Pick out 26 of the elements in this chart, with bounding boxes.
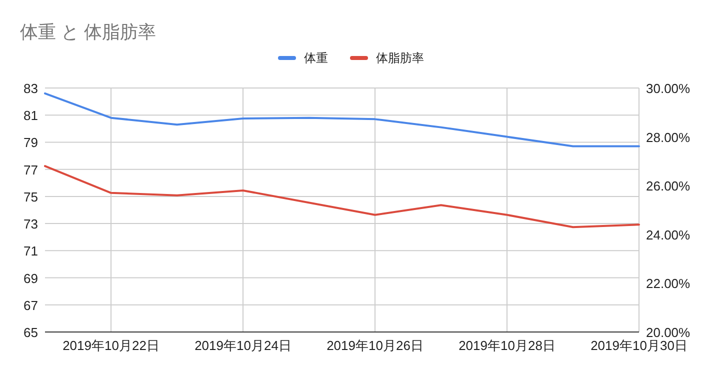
x-tick-label: 2019年10月26日 — [326, 338, 424, 353]
y-tick-label: 75 — [24, 189, 38, 204]
x-tick-label: 2019年10月28日 — [458, 338, 556, 353]
legend-label: 体脂肪率 — [376, 51, 424, 65]
y-tick-label: 81 — [24, 108, 38, 124]
legend-label: 体重 — [304, 51, 328, 65]
chart-title: 体重 と 体脂肪率 — [20, 22, 156, 42]
line-series — [44, 165, 640, 228]
y-tick-label: 71 — [24, 244, 38, 259]
y2-tick-label: 30.00% — [646, 81, 691, 96]
y-tick-label: 79 — [24, 135, 38, 150]
x-tick-label: 2019年10月22日 — [62, 338, 160, 353]
x-tick-label: 2019年10月24日 — [194, 338, 292, 353]
x-tick-label: 2019年10月30日 — [590, 338, 688, 353]
y-tick-label: 73 — [24, 216, 38, 232]
y-tick-label: 69 — [24, 270, 38, 286]
y2-tick-label: 22.00% — [646, 276, 691, 292]
y-tick-label: 83 — [24, 81, 38, 96]
y2-tick-label: 24.00% — [646, 227, 691, 242]
line-series — [44, 92, 640, 148]
y2-tick-label: 28.00% — [646, 130, 691, 145]
y-tick-label: 67 — [24, 298, 38, 313]
y-tick-label: 65 — [24, 325, 38, 340]
y2-tick-label: 26.00% — [646, 178, 691, 194]
y-tick-label: 77 — [24, 162, 38, 178]
y2-tick-label: 20.00% — [646, 325, 691, 340]
